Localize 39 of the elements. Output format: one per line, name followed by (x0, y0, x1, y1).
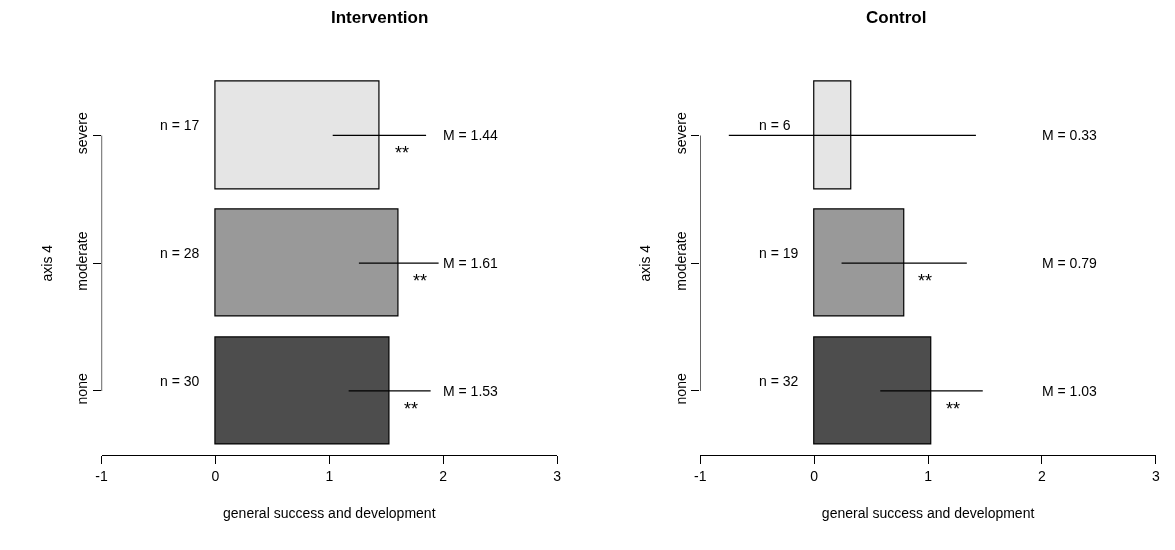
annotation: ** (946, 399, 961, 419)
data-label: M = 1.53 (443, 383, 499, 399)
annotation: ** (395, 143, 410, 163)
annotation: n = 32 (759, 373, 799, 389)
y-tick-label: none (672, 373, 689, 405)
data-label: M = 0.33 (1042, 127, 1098, 143)
annotation: n = 19 (759, 245, 799, 261)
y-tick-label: moderate (672, 231, 689, 291)
x-tick-label: 1 (924, 467, 933, 484)
x-tick-label: 3 (1151, 467, 1160, 484)
text: n = 6 (759, 117, 791, 133)
data-label: M = 1.61 (443, 255, 499, 271)
x-axis-title: general success and development (223, 504, 436, 521)
x-tick-label: -1 (694, 467, 707, 484)
text: n = 17 (160, 117, 200, 133)
annotation: n = 30 (160, 373, 200, 389)
y-tick-label: moderate (73, 231, 90, 291)
chart-title: Intervention (331, 8, 429, 27)
y-tick-label: severe (73, 112, 90, 155)
y-tick-label: severe (672, 112, 689, 155)
annotation: n = 28 (160, 245, 200, 261)
data-label: M = 1.44 (443, 127, 499, 143)
x-tick-label: 0 (810, 467, 819, 484)
x-tick-label: 1 (325, 467, 334, 484)
chart-title: Control (866, 8, 927, 27)
data-label: M = 0.79 (1042, 255, 1098, 271)
x-tick-label: -1 (95, 467, 108, 484)
x-tick-label: 2 (439, 467, 448, 484)
annotation: ** (404, 399, 419, 419)
x-tick-label: 3 (553, 467, 562, 484)
annotation: ** (918, 271, 933, 291)
x-tick-label: 0 (211, 467, 220, 484)
y-axis-title: axis 4 (38, 244, 55, 282)
data-label: M = 1.03 (1042, 383, 1098, 399)
x-tick-label: 2 (1038, 467, 1047, 484)
x-axis-title: general success and development (821, 504, 1035, 521)
annotation: ** (413, 271, 428, 291)
y-axis-title: axis 4 (637, 244, 654, 282)
y-tick-label: none (73, 373, 90, 405)
